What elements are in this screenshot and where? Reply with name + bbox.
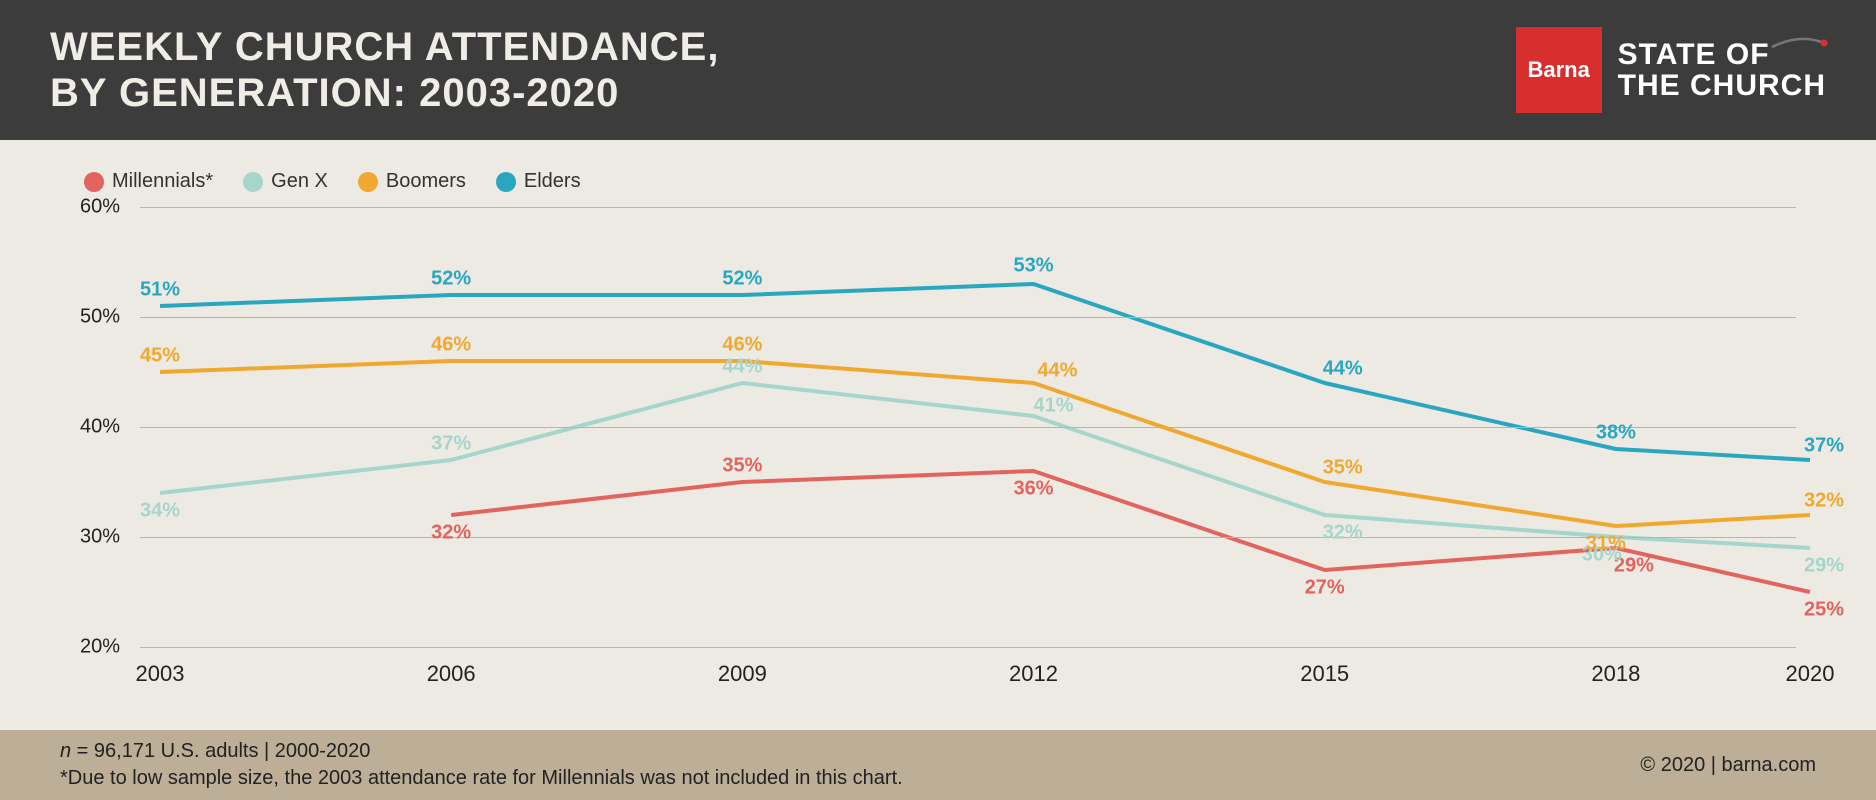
state-of-church-logo: STATE OF THE CHURCH xyxy=(1618,39,1826,102)
gridline xyxy=(140,317,1796,318)
data-label-elders: 37% xyxy=(1804,435,1844,458)
data-label-millennials: 25% xyxy=(1804,599,1844,622)
y-tick-label: 30% xyxy=(80,526,120,549)
chart-container: WEEKLY CHURCH ATTENDANCE, BY GENERATION:… xyxy=(0,0,1876,800)
legend-item-boomers: Boomers xyxy=(358,170,466,193)
x-tick-label: 2018 xyxy=(1591,661,1640,687)
footnote-line2: *Due to low sample size, the 2003 attend… xyxy=(60,767,903,789)
series-line-genx xyxy=(160,383,1810,548)
footnote-line1: = 96,171 U.S. adults | 2000-2020 xyxy=(71,740,370,762)
barna-logo: Barna xyxy=(1516,27,1602,113)
legend-item-genx: Gen X xyxy=(243,170,328,193)
soc-line-2: THE CHURCH xyxy=(1618,69,1826,102)
data-label-genx: 37% xyxy=(431,433,471,456)
legend-label-millennials: Millennials* xyxy=(112,170,213,193)
data-label-elders: 52% xyxy=(431,268,471,291)
data-label-elders: 44% xyxy=(1323,358,1363,381)
soc-arc-icon xyxy=(1770,31,1830,51)
title-line-2: BY GENERATION: 2003-2020 xyxy=(50,71,619,115)
x-tick-label: 2015 xyxy=(1300,661,1349,687)
data-label-elders: 53% xyxy=(1014,255,1054,278)
legend-swatch-boomers xyxy=(358,172,378,192)
data-label-genx: 29% xyxy=(1804,555,1844,578)
data-label-genx: 32% xyxy=(1323,522,1363,545)
chart-title: WEEKLY CHURCH ATTENDANCE, BY GENERATION:… xyxy=(50,24,719,116)
data-label-boomers: 46% xyxy=(722,334,762,357)
data-label-millennials: 36% xyxy=(1014,478,1054,501)
footer-bar: n = 96,171 U.S. adults | 2000-2020 *Due … xyxy=(0,730,1876,800)
legend: Millennials* Gen X Boomers Elders xyxy=(60,160,1816,207)
data-label-boomers: 32% xyxy=(1804,490,1844,513)
data-label-genx: 34% xyxy=(140,500,180,523)
data-label-genx: 41% xyxy=(1034,395,1074,418)
copyright: © 2020 | barna.com xyxy=(1640,754,1816,777)
gridline xyxy=(140,427,1796,428)
x-tick-label: 2003 xyxy=(136,661,185,687)
series-line-boomers xyxy=(160,361,1810,526)
x-tick-label: 2020 xyxy=(1786,661,1835,687)
title-line-1: WEEKLY CHURCH ATTENDANCE, xyxy=(50,25,719,69)
gridline xyxy=(140,647,1796,648)
y-tick-label: 60% xyxy=(80,196,120,219)
barna-logo-text: Barna xyxy=(1527,57,1589,83)
footnote: n = 96,171 U.S. adults | 2000-2020 *Due … xyxy=(60,738,903,792)
legend-item-millennials: Millennials* xyxy=(84,170,213,193)
y-tick-label: 20% xyxy=(80,636,120,659)
chart-area: Millennials* Gen X Boomers Elders 20% 30% 40%… xyxy=(0,140,1876,697)
legend-label-elders: Elders xyxy=(524,170,581,193)
data-label-millennials: 27% xyxy=(1305,577,1345,600)
legend-item-elders: Elders xyxy=(496,170,581,193)
data-label-millennials: 35% xyxy=(722,455,762,478)
header-bar: WEEKLY CHURCH ATTENDANCE, BY GENERATION:… xyxy=(0,0,1876,140)
data-label-elders: 38% xyxy=(1596,422,1636,445)
legend-swatch-millennials xyxy=(84,172,104,192)
gridline xyxy=(140,537,1796,538)
data-label-elders: 51% xyxy=(140,279,180,302)
y-tick-label: 50% xyxy=(80,306,120,329)
y-tick-label: 40% xyxy=(80,416,120,439)
series-line-millennials xyxy=(451,471,1810,592)
data-label-boomers: 44% xyxy=(1038,360,1078,383)
data-label-elders: 52% xyxy=(722,268,762,291)
series-line-elders xyxy=(160,284,1810,460)
data-label-millennials: 32% xyxy=(431,522,471,545)
logo-area: Barna STATE OF THE CHURCH xyxy=(1516,27,1826,113)
legend-swatch-genx xyxy=(243,172,263,192)
data-label-boomers: 31% xyxy=(1586,533,1626,556)
data-label-boomers: 45% xyxy=(140,345,180,368)
x-tick-label: 2009 xyxy=(718,661,767,687)
data-label-boomers: 35% xyxy=(1323,457,1363,480)
footnote-n: n xyxy=(60,740,71,762)
plot-area: 20%30%40%50%60%2003200620092012201520182… xyxy=(80,207,1816,697)
x-tick-label: 2006 xyxy=(427,661,476,687)
legend-label-boomers: Boomers xyxy=(386,170,466,193)
legend-swatch-elders xyxy=(496,172,516,192)
data-label-boomers: 46% xyxy=(431,334,471,357)
legend-label-genx: Gen X xyxy=(271,170,328,193)
x-tick-label: 2012 xyxy=(1009,661,1058,687)
gridline xyxy=(140,207,1796,208)
soc-line-1: STATE OF xyxy=(1618,38,1770,71)
data-label-genx: 44% xyxy=(722,356,762,379)
